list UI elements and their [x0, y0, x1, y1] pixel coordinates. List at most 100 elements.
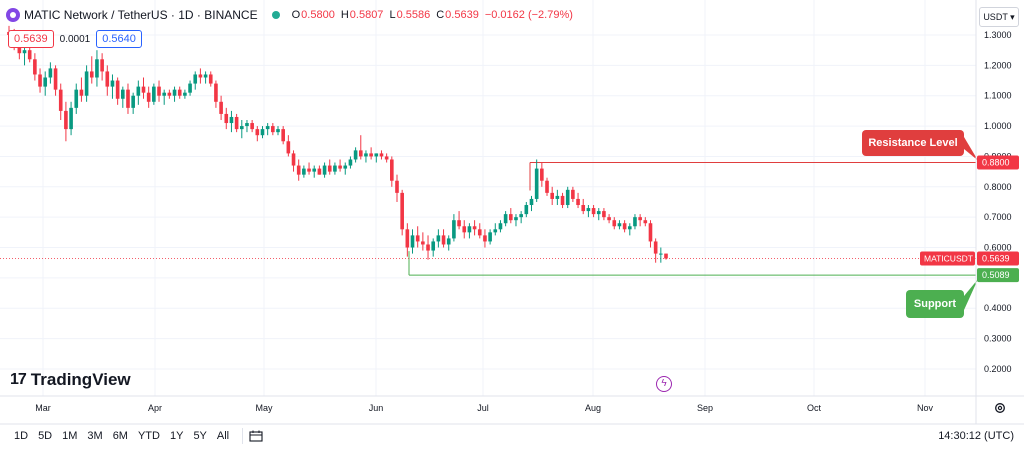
candle-body: [390, 159, 394, 181]
candle-body: [441, 235, 446, 245]
candle-body: [348, 159, 353, 166]
time-tick-label: Mar: [35, 403, 51, 413]
symbol-tag-bg: [920, 251, 975, 266]
spread-value: 0.0001: [59, 33, 91, 45]
candle-body: [343, 165, 348, 169]
candle-body: [157, 86, 161, 96]
candle-body: [203, 74, 208, 78]
level-lines: [0, 137, 978, 310]
symbol-header: MATIC Network / TetherUS · 1D · BINANCE …: [6, 4, 573, 26]
flash-icon[interactable]: ϟ: [656, 376, 672, 392]
candle-body: [100, 59, 104, 72]
candle-body: [519, 214, 523, 218]
candle-body: [121, 89, 125, 99]
timeframe-5d[interactable]: 5D: [38, 430, 53, 442]
chart-grid: [0, 0, 976, 396]
candle-body: [224, 113, 229, 124]
candlestick-series: [7, 25, 668, 263]
candle-body: [69, 107, 73, 130]
candle-body: [653, 241, 658, 254]
candle-body: [48, 68, 53, 78]
candle-body: [467, 226, 472, 233]
calendar-range-icon[interactable]: [249, 430, 263, 442]
sell-button[interactable]: 0.5639: [8, 30, 54, 48]
candle-body: [89, 71, 94, 78]
candle-body: [276, 129, 280, 133]
ohlc-close-key: C: [436, 9, 445, 21]
candle-body: [126, 89, 130, 108]
symbol-tag: MATICUSDT: [924, 253, 973, 263]
candle-body: [612, 220, 617, 227]
timeframe-1m[interactable]: 1M: [62, 430, 78, 442]
candle-body: [286, 141, 291, 154]
price-tick-label: 1.2000: [984, 60, 1012, 70]
time-tick-label: Jul: [477, 403, 489, 413]
price-tick-label: 0.6000: [984, 243, 1012, 253]
candle-body: [162, 92, 167, 96]
time-tick-label: Nov: [917, 403, 934, 413]
candle-body: [421, 241, 425, 245]
candle-body: [302, 168, 306, 175]
timeframe-1y[interactable]: 1Y: [169, 430, 184, 442]
matic-logo-icon: [6, 8, 20, 22]
timeframe-6m[interactable]: 6M: [112, 430, 128, 442]
tradingview-logo-text: TradingView: [30, 370, 131, 389]
candle-body: [296, 165, 301, 175]
candle-body: [617, 223, 622, 227]
candle-body: [27, 50, 32, 60]
candle-body: [317, 168, 322, 175]
candle-body: [586, 208, 591, 212]
ohlc-high-key: H: [340, 9, 349, 21]
candle-body: [576, 198, 580, 206]
timeframe-1d[interactable]: 1D: [14, 430, 29, 442]
resistance-price-tag: 0.8800: [982, 158, 1010, 168]
candle-body: [555, 195, 560, 199]
candle-body: [250, 123, 254, 130]
candle-body: [281, 129, 285, 142]
candle-body: [457, 220, 461, 227]
gear-icon[interactable]: [994, 402, 1006, 414]
resistance-callout: Resistance Level: [862, 130, 964, 156]
time-tick-label: May: [255, 403, 273, 413]
candle-body: [540, 168, 544, 181]
candle-body: [545, 180, 549, 193]
candle-body: [508, 214, 513, 221]
candle-body: [338, 165, 342, 169]
candle-body: [188, 83, 192, 93]
utc-clock[interactable]: 14:30:12 (UTC): [938, 430, 1014, 442]
timeframe-all[interactable]: All: [216, 430, 230, 442]
ohlc-open-key: O: [291, 9, 301, 21]
price-axis: 1.30001.20001.10001.00000.90000.80000.70…: [975, 0, 1012, 424]
candle-body: [571, 189, 575, 199]
time-tick-label: Jun: [369, 403, 384, 413]
candle-body: [472, 226, 477, 230]
candle-body: [436, 235, 441, 242]
price-tick-label: 1.3000: [984, 30, 1012, 40]
ohlc-open-value: 0.5800: [301, 9, 335, 21]
price-tick-label: 0.7000: [984, 212, 1012, 222]
timeframe-3m[interactable]: 3M: [87, 430, 103, 442]
toolbar-divider: [242, 428, 244, 444]
time-tick-label: Apr: [148, 403, 162, 413]
support-price-tag: 0.5089: [982, 270, 1010, 280]
candle-body: [141, 86, 146, 93]
candle-body: [312, 168, 317, 172]
currency-select[interactable]: USDT ▾: [979, 7, 1019, 27]
candle-body: [503, 214, 508, 224]
candle-body: [560, 195, 565, 206]
price-tick-label: 0.2000: [984, 364, 1012, 374]
candle-body: [245, 123, 249, 127]
candle-body: [415, 235, 420, 242]
timeframe-ytd[interactable]: YTD: [137, 430, 160, 442]
buy-button[interactable]: 0.5640: [96, 30, 142, 48]
tradingview-logo[interactable]: 17 TradingView: [10, 370, 131, 390]
timeframe-5y[interactable]: 5Y: [193, 430, 207, 442]
candle-body: [405, 229, 410, 248]
candle-body: [105, 71, 110, 87]
ohlc-close-value: 0.5639: [445, 9, 479, 21]
price-tick-label: 0.4000: [984, 303, 1012, 313]
symbol-title[interactable]: MATIC Network / TetherUS · 1D · BINANCE: [24, 8, 258, 22]
candle-body: [627, 226, 632, 230]
candle-body: [110, 80, 115, 87]
